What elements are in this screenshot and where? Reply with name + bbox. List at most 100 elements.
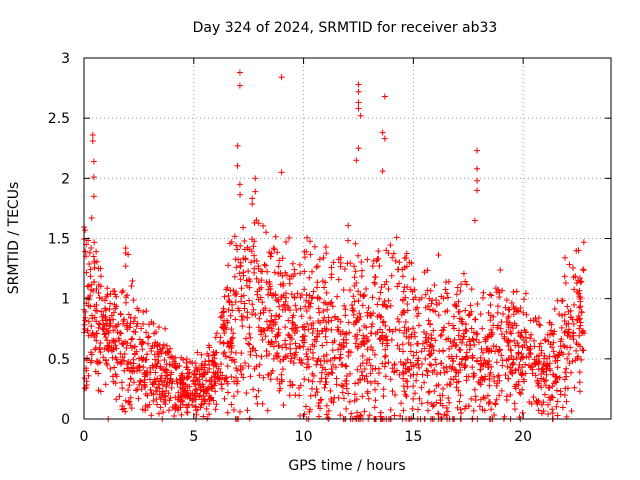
data-point xyxy=(443,412,450,419)
data-point xyxy=(244,309,251,316)
data-point xyxy=(325,318,332,325)
data-point xyxy=(494,309,501,316)
data-point xyxy=(246,330,253,337)
data-point xyxy=(149,342,156,349)
data-point xyxy=(371,351,378,358)
data-point xyxy=(510,288,517,295)
data-point xyxy=(252,175,259,182)
data-point xyxy=(497,267,504,274)
data-point xyxy=(428,300,435,307)
data-point xyxy=(505,355,512,362)
data-point xyxy=(280,301,287,308)
data-point xyxy=(462,328,469,335)
data-point xyxy=(136,367,143,374)
data-point xyxy=(97,283,104,290)
data-point xyxy=(555,352,562,359)
y-tick-label: 2 xyxy=(61,171,70,187)
data-point xyxy=(255,387,262,394)
data-point xyxy=(360,293,367,300)
x-tick-label: 5 xyxy=(189,429,198,445)
data-point xyxy=(570,274,577,281)
data-point xyxy=(323,411,330,418)
data-point xyxy=(355,379,362,386)
data-point xyxy=(343,340,350,347)
data-point xyxy=(435,410,442,417)
data-point xyxy=(352,240,359,247)
x-tick-label: 10 xyxy=(295,429,313,445)
data-point xyxy=(570,330,577,337)
data-point xyxy=(347,287,354,294)
data-point xyxy=(193,364,200,371)
data-point xyxy=(561,254,568,261)
data-point xyxy=(233,264,240,271)
data-point xyxy=(202,358,209,365)
data-point xyxy=(151,376,158,383)
data-point xyxy=(346,398,353,405)
data-point xyxy=(183,359,190,366)
data-point xyxy=(580,266,587,273)
data-point xyxy=(225,292,232,299)
data-point xyxy=(504,363,511,370)
data-point xyxy=(334,293,341,300)
data-point xyxy=(251,219,258,226)
data-point xyxy=(361,292,368,299)
data-point xyxy=(578,278,585,285)
data-point xyxy=(412,390,419,397)
data-point xyxy=(224,380,231,387)
data-point xyxy=(291,271,298,278)
data-point xyxy=(579,347,586,354)
data-point xyxy=(581,330,588,337)
data-point xyxy=(360,338,367,345)
data-point xyxy=(526,354,533,361)
data-point xyxy=(572,357,579,364)
data-point xyxy=(568,407,575,414)
data-point xyxy=(342,378,349,385)
data-point xyxy=(342,306,349,313)
data-point xyxy=(273,312,280,319)
data-point xyxy=(418,348,425,355)
data-point xyxy=(230,378,237,385)
data-point xyxy=(561,376,568,383)
data-point xyxy=(143,307,150,314)
data-point xyxy=(301,323,308,330)
data-point xyxy=(264,291,271,298)
data-point xyxy=(424,407,431,414)
data-point xyxy=(299,360,306,367)
data-point xyxy=(424,368,431,375)
data-point xyxy=(276,303,283,310)
data-point xyxy=(479,376,486,383)
data-point xyxy=(569,358,576,365)
data-point xyxy=(234,367,241,374)
data-point xyxy=(511,320,518,327)
data-point xyxy=(234,246,241,253)
data-point xyxy=(359,372,366,379)
data-point xyxy=(303,308,310,315)
data-point xyxy=(233,365,240,372)
data-point xyxy=(154,401,161,408)
data-point xyxy=(354,413,360,420)
data-point xyxy=(320,254,327,261)
data-point xyxy=(491,411,498,418)
data-point xyxy=(174,380,181,387)
data-point xyxy=(462,307,469,314)
data-point xyxy=(93,337,100,344)
data-point xyxy=(242,359,249,366)
data-point xyxy=(150,365,157,372)
data-point xyxy=(363,286,370,293)
data-point xyxy=(467,302,474,309)
data-point xyxy=(112,305,119,312)
data-point xyxy=(359,267,366,274)
data-point xyxy=(279,272,286,279)
data-point xyxy=(394,342,401,349)
data-point xyxy=(309,294,316,301)
data-point xyxy=(297,270,304,277)
data-point xyxy=(355,145,362,152)
data-point xyxy=(286,234,293,241)
data-point xyxy=(289,260,296,267)
data-point xyxy=(135,395,142,402)
data-point xyxy=(350,311,357,318)
data-point xyxy=(368,323,375,330)
data-point xyxy=(416,322,423,329)
data-point xyxy=(315,400,322,406)
data-point xyxy=(541,336,548,343)
